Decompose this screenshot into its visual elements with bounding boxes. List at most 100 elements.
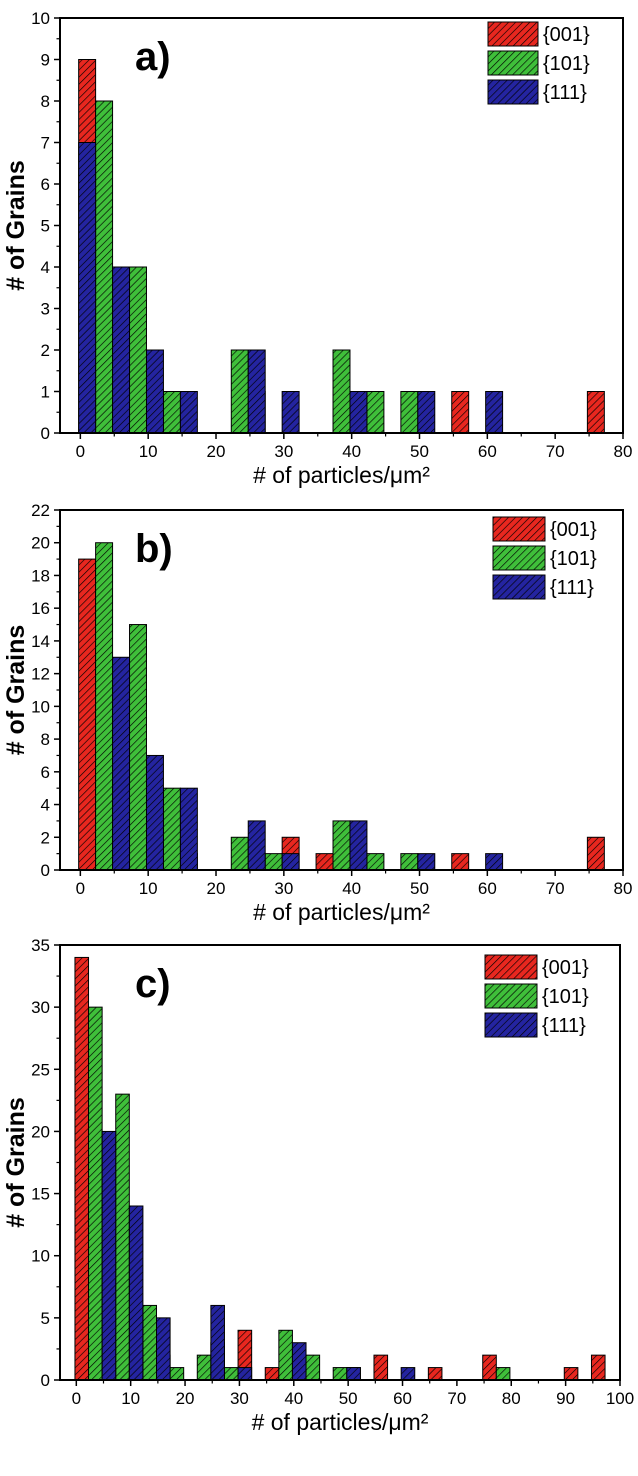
y-tick-label: 18: [31, 566, 50, 585]
legend-swatch-hatch-001: [485, 955, 537, 979]
bar-hatch-001-4: [451, 391, 469, 433]
x-tick-label: 30: [274, 879, 293, 898]
x-tick-label: 60: [478, 442, 497, 461]
x-tick-label: 10: [121, 1389, 140, 1408]
bar-hatch-111-5: [292, 1342, 307, 1380]
y-tick-label: 0: [41, 861, 50, 880]
bar-hatch-101-4: [333, 350, 350, 433]
legend-label-111: {111}: [543, 82, 587, 104]
bar-hatch-101-6: [278, 1330, 293, 1380]
x-tick-label: 0: [76, 879, 85, 898]
panel-label: b): [135, 527, 173, 571]
bar-hatch-111-7: [401, 1367, 415, 1380]
y-tick-label: 12: [31, 665, 50, 684]
bar-hatch-101-7: [306, 1355, 320, 1380]
bar-hatch-001-6: [265, 1367, 279, 1380]
bar-hatch-101-6: [366, 853, 384, 870]
bar-hatch-111-2: [156, 1317, 171, 1380]
bar-hatch-111-6: [349, 391, 367, 433]
panel-label: a): [135, 35, 171, 79]
y-tick-label: 10: [31, 9, 50, 28]
y-axis-label: # of Grains: [2, 1097, 30, 1228]
x-tick-label: 100: [606, 1389, 634, 1408]
x-tick-label: 60: [393, 1389, 412, 1408]
x-tick-label: 30: [274, 442, 293, 461]
bar-hatch-111-2: [180, 788, 198, 870]
bar-hatch-101-0: [95, 542, 113, 870]
y-tick-label: 7: [41, 134, 50, 153]
y-tick-label: 5: [41, 1309, 50, 1328]
bar-hatch-101-7: [400, 853, 418, 870]
chart-panel-1: 0 10 20 30 40 50 60 70 80 0 1 2 3 4 5 6 7 8 9 10 # of partic…: [2, 9, 632, 488]
bar-hatch-111-0: [102, 1131, 116, 1380]
x-tick-label: 0: [72, 1389, 81, 1408]
x-axis-label: # of particles/μm²: [253, 899, 430, 925]
legend: {001} {101} {111}: [484, 954, 589, 1038]
bar-hatch-001-9: [587, 837, 605, 870]
x-tick-label: 40: [342, 442, 361, 461]
legend-swatch-hatch-111: [485, 1013, 537, 1037]
x-tick-label: 20: [207, 879, 226, 898]
y-tick-label: 1: [41, 383, 50, 402]
legend-label-101: {101}: [550, 548, 597, 570]
y-tick-label: 0: [41, 1371, 50, 1390]
x-tick-label: 70: [447, 1389, 466, 1408]
bar-hatch-001-9: [373, 1355, 388, 1380]
bar-hatch-111-0: [78, 142, 96, 433]
bar-hatch-111-4: [238, 1367, 252, 1380]
legend-swatch-hatch-101: [485, 984, 537, 1008]
x-axis-label: # of particles/μm²: [253, 462, 430, 488]
y-tick-label: 2: [41, 828, 50, 847]
bar-hatch-111-2: [146, 350, 164, 433]
x-tick-label: 10: [139, 879, 158, 898]
bar-hatch-001-12: [564, 1367, 578, 1380]
bar-hatch-111-5: [349, 820, 367, 870]
legend-swatch-hatch-101: [493, 546, 545, 570]
bar-hatch-111-1: [146, 755, 164, 870]
bar-hatch-101-8: [333, 1367, 347, 1380]
y-tick-label: 3: [41, 300, 50, 319]
bar-hatch-111-4: [248, 350, 266, 433]
x-tick-label: 20: [207, 442, 226, 461]
y-tick-label: 20: [31, 534, 50, 553]
bar-hatch-101-1: [129, 624, 147, 870]
legend: {001} {101} {111}: [492, 516, 597, 600]
x-tick-label: 90: [556, 1389, 575, 1408]
x-tick-label: 20: [176, 1389, 195, 1408]
legend-swatch-hatch-111: [493, 575, 545, 599]
bar-hatch-001-6: [316, 853, 334, 870]
y-tick-label: 22: [31, 501, 50, 520]
x-tick-label: 50: [410, 879, 429, 898]
x-tick-label: 70: [546, 442, 565, 461]
bar-hatch-101-0: [95, 101, 113, 433]
y-tick-label: 8: [41, 730, 50, 749]
bar-hatch-111-6: [346, 1367, 361, 1380]
y-tick-label: 4: [41, 258, 50, 277]
bar-hatch-101-4: [265, 853, 283, 870]
x-tick-label: 0: [76, 442, 85, 461]
y-axis-label: # of Grains: [2, 625, 30, 756]
x-tick-label: 80: [502, 1389, 521, 1408]
bar-hatch-101-5: [333, 820, 350, 870]
bar-hatch-101-3: [231, 350, 249, 433]
y-axis-label: # of Grains: [2, 160, 30, 291]
x-tick-label: 50: [339, 1389, 358, 1408]
bar-hatch-111-4: [282, 853, 300, 870]
y-tick-label: 16: [31, 599, 50, 618]
y-tick-label: 6: [41, 175, 50, 194]
bar-hatch-101-2: [163, 788, 181, 870]
legend-label-111: {111}: [550, 577, 594, 599]
bar-hatch-001-0: [74, 957, 89, 1380]
bar-hatch-001-8: [451, 853, 469, 870]
y-tick-label: 15: [31, 1185, 50, 1204]
y-tick-label: 14: [31, 632, 50, 651]
bar-hatch-111-6: [417, 853, 435, 870]
bar-hatch-001-13: [591, 1355, 606, 1380]
bar-hatch-101-5: [224, 1367, 239, 1380]
bar-hatch-101-1: [129, 267, 147, 433]
bar-hatch-101-3: [231, 837, 249, 870]
bar-hatch-111-3: [180, 391, 198, 433]
bar-hatch-101-2: [163, 391, 181, 433]
y-tick-label: 8: [41, 92, 50, 111]
